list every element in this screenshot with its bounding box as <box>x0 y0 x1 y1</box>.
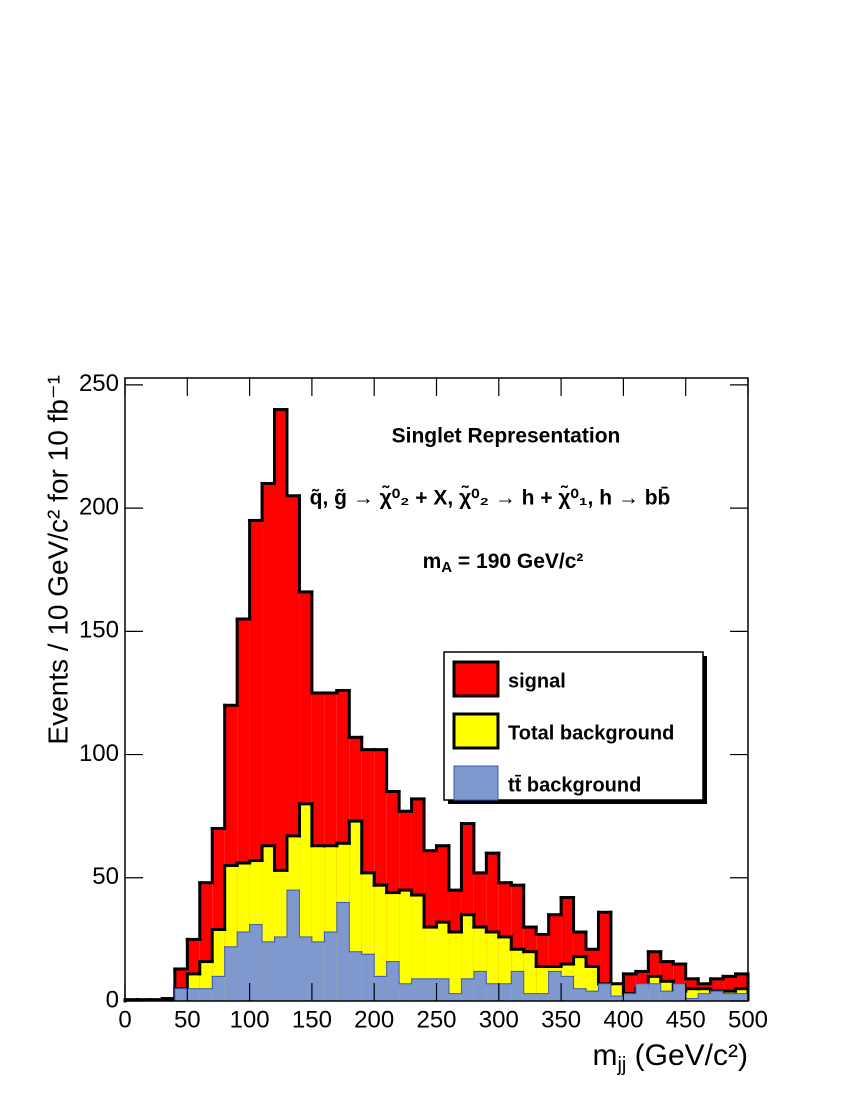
histogram-bar <box>598 912 611 1001</box>
histogram-bar <box>598 983 611 1001</box>
x-tick-label: 300 <box>479 1006 519 1033</box>
annotation: Singlet Representation <box>392 425 621 448</box>
legend: signal Total background tt̄ background <box>443 651 704 801</box>
legend-swatch <box>452 712 500 750</box>
legend-label: signal <box>508 670 566 692</box>
histogram-bar <box>698 993 711 1001</box>
y-tick-label: 50 <box>92 863 119 890</box>
legend-swatch <box>452 660 500 698</box>
histogram-bar <box>237 931 250 1001</box>
histogram-bar <box>660 991 674 1001</box>
x-tick-label: 150 <box>292 1006 332 1033</box>
histogram-bar <box>498 983 512 1001</box>
histogram-bar <box>685 998 699 1001</box>
histogram-bar <box>374 885 387 1001</box>
histogram-bar <box>399 890 412 1001</box>
histogram-bar <box>399 983 412 1001</box>
histogram-bar <box>523 993 537 1001</box>
histogram-bar <box>723 993 736 1001</box>
x-label-part: (GeV/c²) <box>626 1039 748 1072</box>
histogram-bar <box>262 941 275 1001</box>
x-tick-label: 250 <box>416 1006 456 1033</box>
histogram-bar <box>573 988 587 1001</box>
x-tick-label: 200 <box>354 1006 394 1033</box>
annotation: q̃, g̃ → χ̃⁰₂ + X, χ̃⁰₂ → h + χ̃⁰₁, h → … <box>310 486 671 510</box>
histogram-bar <box>448 993 462 1001</box>
histogram-bar <box>274 409 287 1001</box>
x-tick-label: 100 <box>230 1006 270 1033</box>
histogram-bar <box>511 971 524 1001</box>
histogram-bar <box>561 976 574 1001</box>
y-axis-label: Events / 10 GeV/c² for 10 fb⁻¹ <box>42 375 73 745</box>
histogram-bar <box>548 971 562 1001</box>
histogram-bar <box>486 983 499 1001</box>
histogram-bar <box>685 988 699 1001</box>
histogram-bar <box>349 951 362 1001</box>
y-tick-label: 250 <box>79 370 119 397</box>
histogram-bar <box>673 983 686 1001</box>
x-tick-label: 0 <box>118 1006 131 1033</box>
x-axis-label: mjj (GeV/c²) <box>592 1039 748 1076</box>
histogram-bar <box>299 936 312 1001</box>
histogram-bar <box>436 978 449 1001</box>
histogram-bar <box>187 988 200 1001</box>
legend-label: tt̄ background <box>508 774 641 796</box>
histogram-bar <box>411 895 425 1001</box>
histogram-bar <box>424 978 437 1001</box>
histogram-bar <box>174 988 188 1001</box>
annotation-part: A <box>441 559 452 576</box>
histogram-bar <box>448 931 462 1001</box>
histogram-bar <box>473 971 487 1001</box>
histogram-bar <box>374 976 387 1001</box>
annotation-part: = 190 GeV/c² <box>452 550 583 573</box>
histogram-bar <box>586 991 599 1001</box>
histogram-bar <box>274 936 287 1001</box>
annotation: mA = 190 GeV/c² <box>423 550 584 576</box>
histogram-bar <box>536 966 549 1001</box>
histogram-bar <box>286 890 300 1001</box>
annotation-part: m <box>423 550 442 573</box>
x-tick-label: 50 <box>174 1006 201 1033</box>
x-label-part: m <box>592 1039 617 1072</box>
histogram-bar <box>212 976 225 1001</box>
histogram-bar <box>324 931 337 1001</box>
histogram-bar <box>361 954 375 1001</box>
histogram-bar <box>735 993 748 1001</box>
histogram-bar <box>610 996 624 1001</box>
histogram-bar <box>523 951 537 1001</box>
histogram-bar <box>199 988 213 1001</box>
x-tick-label: 450 <box>666 1006 706 1033</box>
y-tick-label: 100 <box>79 740 119 767</box>
histogram-bar <box>648 983 661 1001</box>
y-tick-label: 200 <box>79 493 119 520</box>
x-tick-label: 400 <box>603 1006 643 1033</box>
histogram-bar <box>623 993 636 1001</box>
histogram-bar <box>635 983 649 1001</box>
histogram-bar <box>336 902 350 1001</box>
legend-label: Total background <box>508 722 674 744</box>
y-tick-label: 150 <box>79 617 119 644</box>
y-tick-label: 0 <box>106 986 119 1013</box>
histogram-bar <box>386 961 400 1001</box>
histogram-bar <box>224 946 238 1001</box>
histogram-bar <box>710 991 724 1001</box>
legend-swatch <box>453 765 499 801</box>
histogram-bar <box>311 941 325 1001</box>
x-label-part: jj <box>616 1054 626 1076</box>
histogram-bar <box>411 978 425 1001</box>
x-tick-label: 350 <box>541 1006 581 1033</box>
histogram-bar <box>536 993 549 1001</box>
histogram-bar <box>461 978 474 1001</box>
histogram-bar <box>249 924 263 1001</box>
x-tick-label: 500 <box>728 1006 768 1033</box>
